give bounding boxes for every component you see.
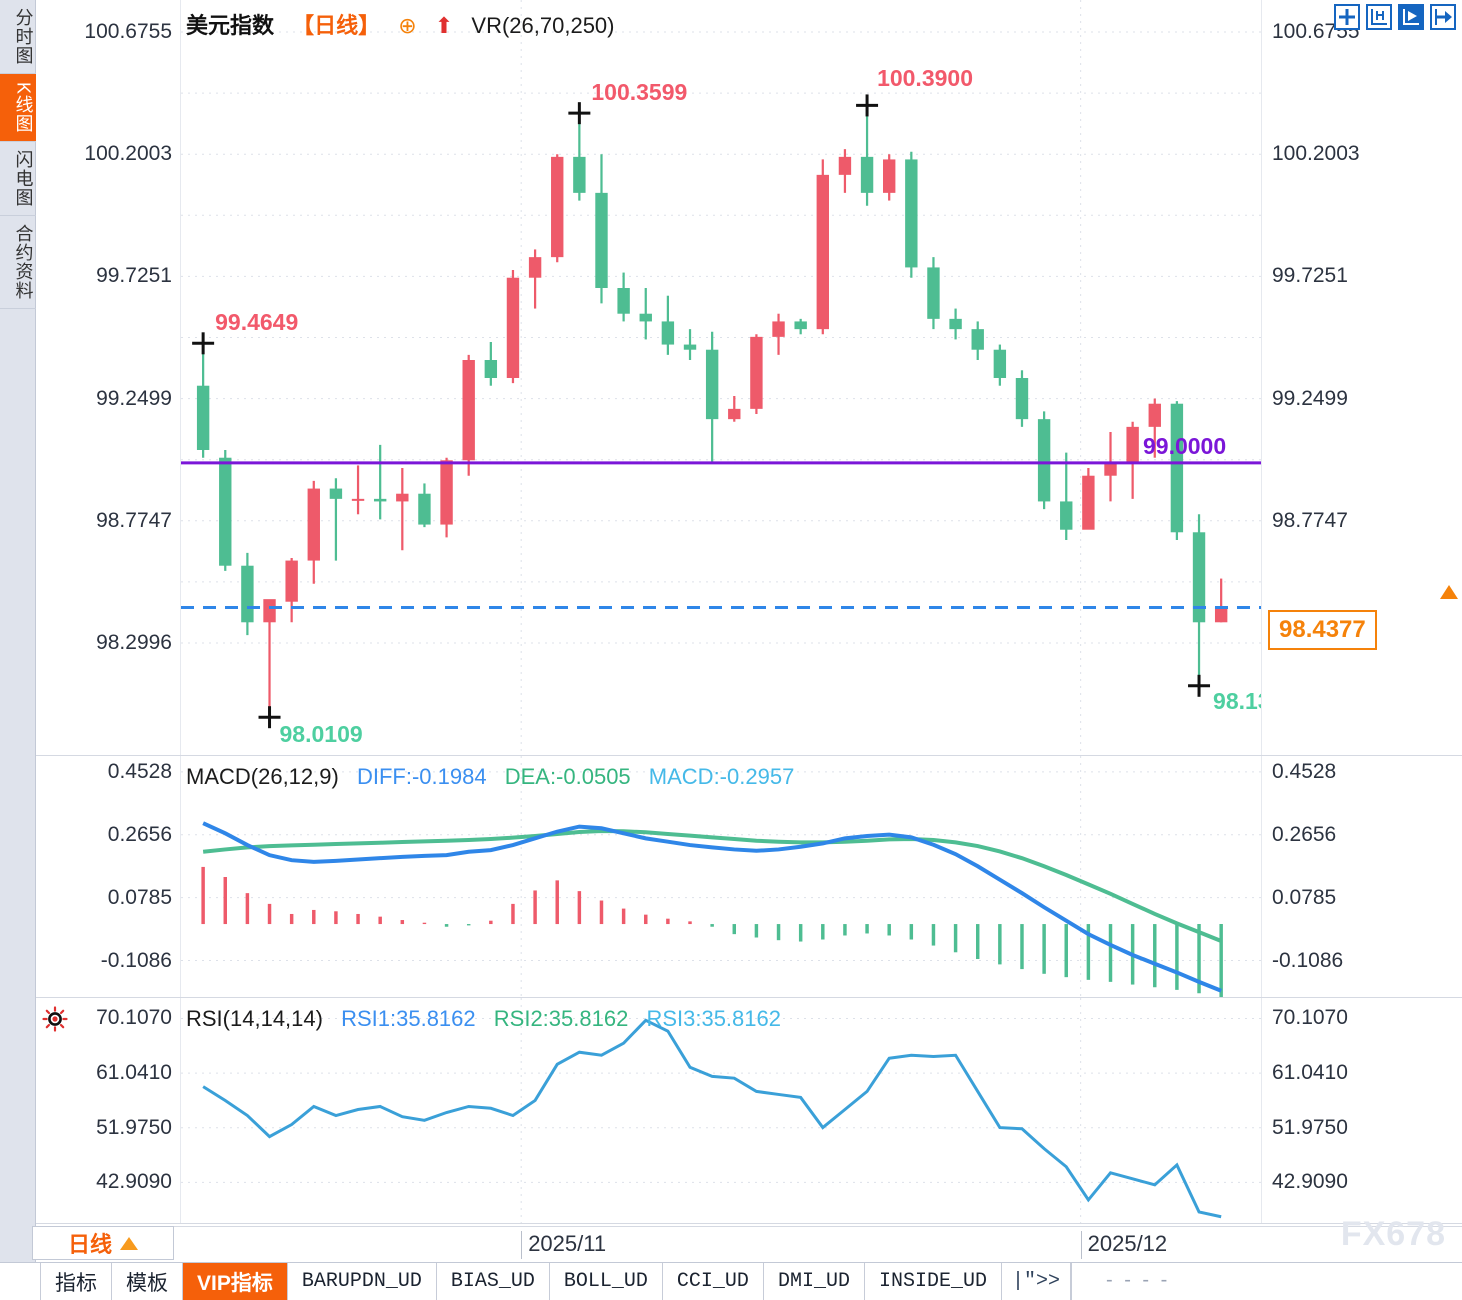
rsi-axis-right: 70.1070 61.0410 51.9750 42.9090 bbox=[1261, 998, 1462, 1223]
tab-indicators[interactable]: 指标 bbox=[40, 1263, 112, 1300]
axis-tick: 42.9090 bbox=[1272, 1170, 1348, 1194]
left-sidebar: 分时图 K线图闪电图合约资料 bbox=[0, 0, 36, 1262]
axis-tick: 100.6755 bbox=[84, 20, 172, 43]
reference-line-label: 99.0000 bbox=[1143, 432, 1227, 459]
tab-dmi-ud[interactable]: DMI_UD bbox=[764, 1263, 865, 1300]
macd-pane: MACD(26,12,9) DIFF:-0.1984 DEA:-0.0505 M… bbox=[36, 756, 1462, 998]
macd-pane-header: MACD(26,12,9) DIFF:-0.1984 DEA:-0.0505 M… bbox=[186, 764, 806, 790]
period-selector-label: 日线 bbox=[67, 1232, 112, 1257]
price-plot-area[interactable]: 99.4649 100.3599 100.3900 98.0109 98.1330 99.… bbox=[181, 0, 1261, 755]
tab-overflow-area: - - - - bbox=[1071, 1263, 1462, 1300]
watermark: FX678 bbox=[1340, 1215, 1446, 1253]
axis-tick: 70.1070 bbox=[1272, 1006, 1348, 1030]
annotation-low-left: 98.0109 bbox=[279, 721, 363, 748]
axis-tick: -0.1086 bbox=[100, 948, 172, 972]
axis-tick: 51.9750 bbox=[1272, 1115, 1348, 1139]
axis-tick: 51.9750 bbox=[96, 1115, 172, 1139]
x-axis: 2025/11 2025/12 bbox=[36, 1226, 1462, 1262]
tab-boll-ud[interactable]: BOLL_UD bbox=[550, 1263, 663, 1300]
macd-plot-area[interactable] bbox=[181, 756, 1261, 997]
sun-settings-icon[interactable] bbox=[38, 1002, 72, 1036]
sidebar-item-contract-info-label: 合约资料 bbox=[13, 224, 34, 301]
axis-tick: 98.7747 bbox=[1272, 508, 1348, 532]
rsi-axis-left: 70.1070 61.0410 51.9750 42.9090 bbox=[36, 998, 181, 1223]
rsi-pane: RSI(14,14,14) RSI1:35.8162 RSI2:35.8162 … bbox=[36, 998, 1462, 1224]
tab-barupdn-ud[interactable]: BARUPDN_UD bbox=[288, 1263, 437, 1300]
price-axis-left: 100.6755 100.2003 99.7251 99.2499 98.7747 98.… bbox=[36, 0, 181, 755]
tab-vip-indicators[interactable]: VIP指标 bbox=[183, 1263, 288, 1300]
period-label: 【日线】 bbox=[292, 13, 381, 38]
axis-tick: 0.2656 bbox=[107, 822, 172, 846]
annotation-high-mid: 100.3599 bbox=[591, 79, 688, 106]
macd-title: MACD(26,12,9) bbox=[186, 764, 339, 789]
axis-tick: 100.2003 bbox=[1272, 142, 1360, 166]
axis-tick: 99.2499 bbox=[1272, 386, 1348, 410]
macd-diff-value: DIFF:-0.1984 bbox=[356, 764, 487, 789]
sidebar-item-lightning[interactable]: 闪电图 bbox=[0, 142, 36, 217]
axis-tick: 99.2499 bbox=[96, 386, 172, 410]
axis-tick: 70.1070 bbox=[96, 1006, 172, 1030]
annotation-low-right: 98.1330 bbox=[1213, 687, 1261, 714]
price-pane-header: 美元指数 【日线】 ⊕ ⬆ VR(26,70,250) bbox=[186, 8, 627, 40]
macd-macd-value: MACD:-0.2957 bbox=[648, 764, 795, 789]
bottom-tab-bar: 指标 模板 VIP指标 BARUPDN_UD BIAS_UD BOLL_UD CCI_UD D… bbox=[0, 1262, 1462, 1300]
sidebar-item-lightning-label: 闪电图 bbox=[13, 150, 34, 208]
axis-tick: 61.0410 bbox=[96, 1061, 172, 1085]
tab-cci-ud[interactable]: CCI_UD bbox=[663, 1263, 764, 1300]
sidebar-item-kline[interactable]: K线图 bbox=[0, 74, 36, 143]
tab-more[interactable]: |">> bbox=[1002, 1263, 1071, 1300]
axis-tick: 0.4528 bbox=[107, 759, 172, 783]
sidebar-item-timeshare-label: 分时图 bbox=[13, 8, 34, 65]
annotation-high-right: 100.3900 bbox=[877, 65, 973, 92]
sidebar-item-contract-info[interactable]: 合约资料 bbox=[0, 216, 36, 310]
rsi-plot-area[interactable] bbox=[181, 998, 1261, 1223]
axis-tick: 98.2996 bbox=[96, 630, 172, 654]
price-pane: 美元指数 【日线】 ⊕ ⬆ VR(26,70,250) bbox=[36, 0, 1462, 756]
axis-tick: 99.7251 bbox=[96, 264, 172, 288]
tab-inside-ud[interactable]: INSIDE_UD bbox=[865, 1263, 1002, 1300]
indicator-label: VR(26,70,250) bbox=[471, 13, 615, 38]
x-axis-label: 2025/11 bbox=[521, 1231, 606, 1259]
instrument-name: 美元指数 bbox=[186, 13, 275, 38]
price-axis-right: 100.6755 100.2003 99.7251 99.2499 98.7747 98.… bbox=[1261, 0, 1462, 755]
chart-tool-icons bbox=[1334, 4, 1456, 30]
fit-screen-icon[interactable] bbox=[1334, 4, 1360, 30]
macd-axis-right: 0.4528 0.2656 0.0785 -0.1086 bbox=[1261, 756, 1462, 997]
rsi-pane-header: RSI(14,14,14) RSI1:35.8162 RSI2:35.8162 … bbox=[186, 1006, 793, 1032]
triangle-up-icon bbox=[120, 1236, 138, 1250]
tab-bias-ud[interactable]: BIAS_UD bbox=[437, 1263, 550, 1300]
measure-right-icon[interactable] bbox=[1398, 4, 1424, 30]
tab-templates[interactable]: 模板 bbox=[112, 1263, 183, 1300]
price-up-arrow-icon bbox=[1440, 585, 1458, 600]
rsi3-value: RSI3:35.8162 bbox=[646, 1006, 781, 1031]
circle-plus-icon[interactable]: ⊕ bbox=[398, 13, 417, 38]
axis-tick: 98.7747 bbox=[96, 508, 172, 532]
axis-tick: 0.0785 bbox=[1272, 885, 1337, 909]
sidebar-item-timeshare[interactable]: 分时图 bbox=[0, 0, 36, 74]
rsi-title: RSI(14,14,14) bbox=[186, 1006, 323, 1031]
axis-tick: 99.7251 bbox=[1272, 264, 1348, 288]
axis-tick: 0.0785 bbox=[107, 885, 172, 909]
rsi1-value: RSI1:35.8162 bbox=[341, 1006, 476, 1031]
axis-tick: 100.2003 bbox=[84, 142, 172, 166]
macd-axis-left: 0.4528 0.2656 0.0785 -0.1086 bbox=[36, 756, 181, 997]
axis-tick: 42.9090 bbox=[96, 1170, 172, 1194]
axis-tick: 0.4528 bbox=[1272, 759, 1337, 783]
macd-dea-value: DEA:-0.0505 bbox=[504, 764, 631, 789]
exit-panel-icon[interactable] bbox=[1430, 4, 1456, 30]
axis-tick: -0.1086 bbox=[1272, 948, 1344, 972]
x-axis-label: 2025/12 bbox=[1080, 1231, 1167, 1259]
charts-container: 美元指数 【日线】 ⊕ ⬆ VR(26,70,250) bbox=[36, 0, 1462, 1262]
axis-tick: 61.0410 bbox=[1272, 1061, 1348, 1085]
sidebar-item-kline-label: K线图 bbox=[13, 82, 34, 134]
measure-left-icon[interactable] bbox=[1366, 4, 1392, 30]
red-up-arrow-icon: ⬆ bbox=[434, 13, 454, 38]
annotation-high-left: 99.4649 bbox=[215, 309, 299, 336]
last-price-tag[interactable]: 98.4377 bbox=[1268, 610, 1377, 651]
tab-dashes: - - - - bbox=[1106, 1269, 1171, 1291]
rsi2-value: RSI2:35.8162 bbox=[493, 1006, 629, 1031]
period-selector-button[interactable]: 日线 bbox=[32, 1226, 174, 1260]
axis-tick: 0.2656 bbox=[1272, 822, 1337, 846]
